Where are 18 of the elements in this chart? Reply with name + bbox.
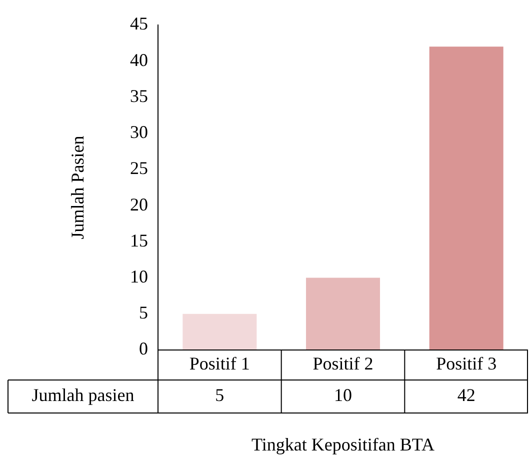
- y-tick-label: 35: [130, 86, 148, 106]
- bar: [306, 278, 380, 350]
- y-tick-label: 15: [130, 230, 148, 250]
- bar: [429, 46, 504, 350]
- y-tick-label: 45: [130, 14, 148, 34]
- y-tick-label: 40: [130, 50, 148, 70]
- bar: [182, 314, 257, 350]
- y-tick-label: 30: [130, 122, 148, 142]
- x-tick-label: Positif 1: [189, 354, 250, 374]
- x-tick-label: Positif 3: [436, 354, 497, 374]
- x-axis-title: Tingkat Kepositifan BTA: [252, 434, 434, 455]
- y-tick-label: 5: [139, 302, 148, 323]
- y-tick-label: 20: [130, 194, 148, 214]
- x-tick-label: Positif 2: [312, 354, 374, 374]
- y-tick-label: 10: [130, 266, 148, 287]
- y-axis-title: Jumlah Pasien: [68, 136, 88, 240]
- y-tick-label: 25: [130, 158, 148, 178]
- y-tick-label: 0: [139, 338, 148, 359]
